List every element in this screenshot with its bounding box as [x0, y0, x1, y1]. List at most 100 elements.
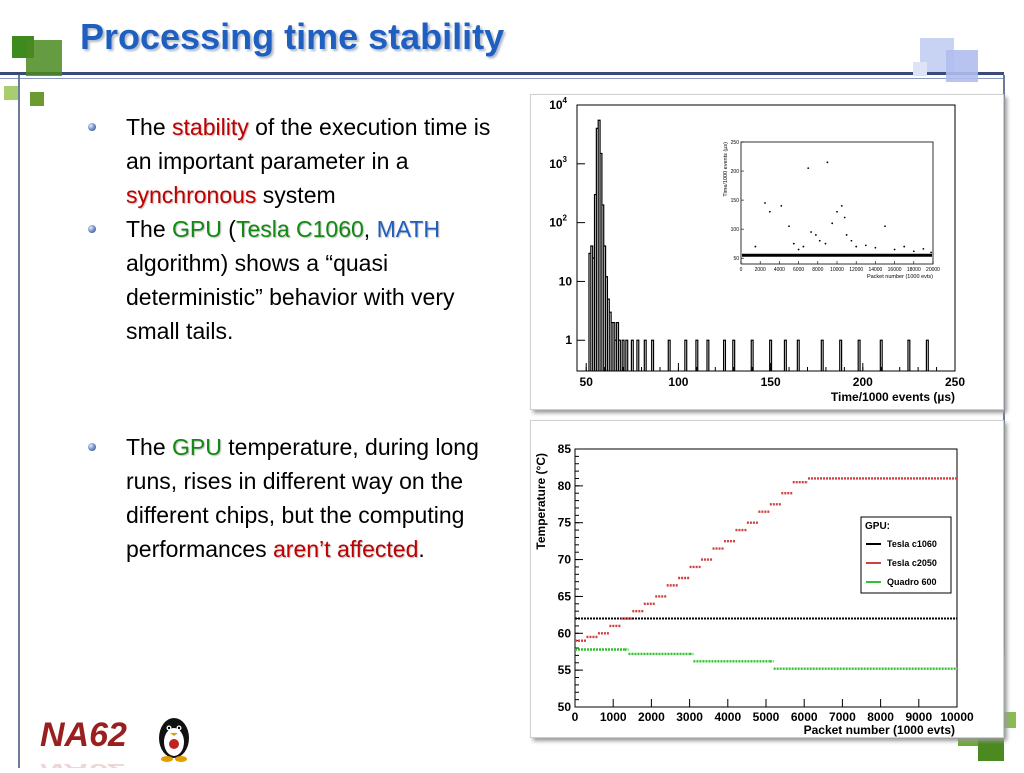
legend-entry: Quadro 600 — [887, 577, 937, 587]
temperature-chart: 0 1000 2000 3000 4000 5000 6000 7000 8000 9000 100… — [534, 442, 974, 737]
inset-point — [884, 225, 886, 228]
emphasis-stability: stability — [172, 114, 249, 140]
logo-reflection: NA62 — [40, 760, 127, 768]
inset-point — [874, 246, 877, 249]
inset-point — [768, 210, 771, 213]
processing-time-histogram: 50 100 150 200 250 1 10 102 103 104 Time/1000 even… — [549, 96, 965, 404]
inset-point — [893, 248, 896, 251]
y-tick-label: 50 — [558, 700, 572, 714]
y-tick-label: 55 — [558, 663, 572, 677]
y-tick-label: 10 — [559, 274, 573, 288]
y-tick-label: 75 — [558, 516, 572, 530]
inset-point — [831, 222, 834, 225]
inset-point — [824, 242, 827, 245]
legend-entry: Tesla c1060 — [887, 539, 937, 549]
logo-text: NA62 — [40, 716, 127, 754]
temperature-panel: 0 1000 2000 3000 4000 5000 6000 7000 8000 9000 100… — [530, 420, 1004, 738]
right-frame-line — [1003, 75, 1005, 655]
emphasis-synchronous: synchronous — [126, 182, 257, 208]
inset-point — [792, 242, 795, 245]
green-square-decoration — [1000, 712, 1016, 728]
inset-x-tick-label: 20000 — [926, 267, 940, 273]
blue-square-decoration — [913, 62, 927, 76]
inset-y-tick-label: 250 — [731, 140, 740, 146]
penguin-icon — [159, 718, 189, 762]
inset-point — [797, 248, 800, 251]
x-tick-label: 50 — [580, 375, 594, 389]
x-tick-label: 8000 — [867, 710, 894, 724]
inset-point — [788, 225, 790, 228]
bullet-gpu-temperature: The GPU temperature, during long runs, r… — [88, 430, 508, 566]
histogram-series — [588, 119, 929, 371]
legend-title: GPU: — [865, 521, 890, 532]
inset-point — [845, 234, 848, 236]
inset-point — [922, 247, 925, 250]
inset-x-tick-label: 6000 — [793, 267, 804, 273]
inset-point — [930, 251, 932, 254]
x-tick-label: 10000 — [940, 710, 974, 724]
green-square-decoration — [30, 92, 44, 106]
inset-frame — [740, 141, 934, 265]
inset-point — [850, 239, 853, 242]
bullet-list-lower: The GPU temperature, during long runs, r… — [88, 430, 508, 566]
y-tick-label: 80 — [558, 479, 572, 493]
inset-point — [814, 234, 817, 236]
y-tick-label: 103 — [549, 155, 567, 171]
y-tick-label: 1 — [565, 333, 572, 347]
inset-x-tick-label: 18000 — [907, 267, 921, 273]
inset-point — [764, 202, 766, 204]
inset-point — [826, 161, 829, 164]
x-tick-label: 2000 — [638, 710, 665, 724]
green-square-decoration — [978, 735, 1004, 761]
inset-x-tick-label: 0 — [740, 267, 743, 273]
inset-point — [840, 205, 843, 207]
inset-x-tick-label: 12000 — [849, 267, 863, 273]
blue-square-decoration — [946, 50, 978, 82]
inset-point — [912, 250, 915, 253]
y-tick-label: 70 — [558, 553, 572, 567]
y-tick-label: 104 — [549, 96, 567, 112]
inset-point — [855, 245, 858, 248]
inset-point — [754, 245, 757, 248]
inset-point — [903, 245, 906, 248]
inset-y-tick-label: 100 — [731, 227, 740, 233]
inset-x-tick-label: 2000 — [755, 267, 766, 273]
green-square-decoration — [4, 86, 18, 100]
inset-x-tick-label: 4000 — [774, 267, 785, 273]
inset-point — [843, 216, 846, 219]
title-underline — [0, 72, 1004, 75]
x-tick-label: 100 — [668, 375, 688, 389]
inset-x-tick-label: 16000 — [888, 267, 902, 273]
y-tick-label: 85 — [558, 442, 572, 456]
emphasis-gpu: GPU — [172, 216, 222, 242]
x-axis-label: Packet number (1000 evts) — [804, 723, 955, 737]
green-square-decoration — [26, 40, 62, 76]
bullet-icon — [88, 225, 96, 233]
x-tick-label: 4000 — [714, 710, 741, 724]
x-tick-label: 3000 — [676, 710, 703, 724]
x-tick-label: 0 — [572, 710, 579, 724]
inset-y-axis-label: Time/1000 events (µs) — [723, 142, 729, 197]
left-frame-line — [18, 75, 20, 768]
y-axis-label: Temperature (°C) — [534, 453, 548, 550]
inset-y-tick-label: 150 — [731, 198, 740, 204]
inset-point — [818, 239, 821, 242]
inset-point — [802, 245, 805, 248]
bullet-icon — [88, 443, 96, 451]
title-underline-thin — [0, 78, 1004, 79]
y-tick-label: 65 — [558, 589, 572, 603]
emphasis-arent-affected: aren’t affected — [273, 536, 419, 562]
legend-entry: Tesla c2050 — [887, 558, 937, 568]
plot-frame — [574, 448, 958, 708]
x-axis-label: Time/1000 events (µs) — [831, 390, 955, 404]
inset-x-tick-label: 14000 — [868, 267, 882, 273]
inset-x-axis-label: Packet number (1000 evts) — [867, 274, 933, 280]
emphasis-gpu: GPU — [172, 434, 222, 460]
x-tick-label: 7000 — [829, 710, 856, 724]
inset-point — [836, 210, 838, 213]
inset-point — [780, 205, 783, 207]
legend-box — [860, 516, 952, 594]
y-tick-label: 102 — [549, 214, 567, 230]
y-tick-label: 60 — [558, 626, 572, 640]
inset-y-tick-label: 50 — [733, 256, 739, 262]
